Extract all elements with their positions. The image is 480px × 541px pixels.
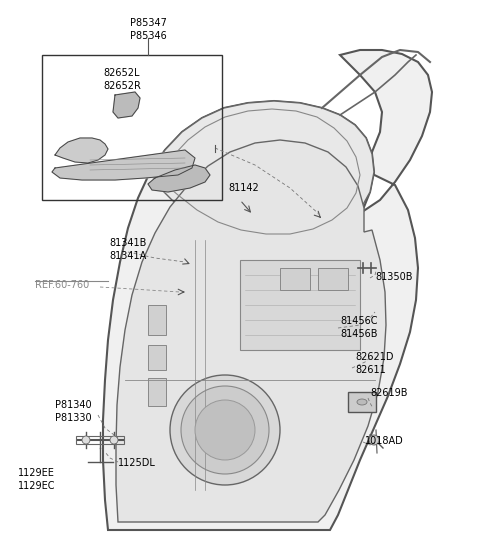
Circle shape bbox=[82, 436, 90, 444]
Bar bbox=[148, 378, 166, 406]
Polygon shape bbox=[113, 92, 140, 118]
Bar bbox=[76, 436, 124, 444]
Circle shape bbox=[110, 436, 118, 444]
Text: P85347
P85346: P85347 P85346 bbox=[130, 18, 167, 41]
Polygon shape bbox=[52, 150, 195, 180]
Text: 82619B: 82619B bbox=[370, 388, 408, 398]
Bar bbox=[240, 260, 360, 350]
Text: P81340
P81330: P81340 P81330 bbox=[55, 400, 92, 423]
Text: REF.60-760: REF.60-760 bbox=[35, 280, 89, 290]
Polygon shape bbox=[148, 165, 210, 192]
Circle shape bbox=[369, 435, 379, 445]
Polygon shape bbox=[116, 140, 386, 522]
Circle shape bbox=[181, 386, 269, 474]
Text: 81341B
81341A: 81341B 81341A bbox=[109, 238, 147, 261]
Text: 81350B: 81350B bbox=[375, 272, 412, 282]
Polygon shape bbox=[55, 138, 108, 163]
Text: 81142: 81142 bbox=[228, 183, 259, 193]
Circle shape bbox=[170, 375, 280, 485]
Bar bbox=[280, 268, 310, 290]
Text: 1129EE
1129EC: 1129EE 1129EC bbox=[18, 468, 56, 491]
Text: 82652L
82652R: 82652L 82652R bbox=[103, 68, 141, 91]
Text: 82621D
82611: 82621D 82611 bbox=[355, 352, 394, 375]
Text: 1018AD: 1018AD bbox=[365, 436, 404, 446]
Ellipse shape bbox=[357, 399, 367, 405]
Text: 1125DL: 1125DL bbox=[118, 458, 156, 468]
Text: 81456C
81456B: 81456C 81456B bbox=[340, 316, 377, 339]
Bar bbox=[348, 392, 376, 412]
Bar bbox=[148, 345, 166, 370]
Bar bbox=[148, 305, 166, 335]
Polygon shape bbox=[150, 101, 374, 240]
Polygon shape bbox=[103, 50, 432, 530]
Bar bbox=[42, 55, 222, 200]
Circle shape bbox=[195, 400, 255, 460]
Bar bbox=[318, 268, 348, 290]
